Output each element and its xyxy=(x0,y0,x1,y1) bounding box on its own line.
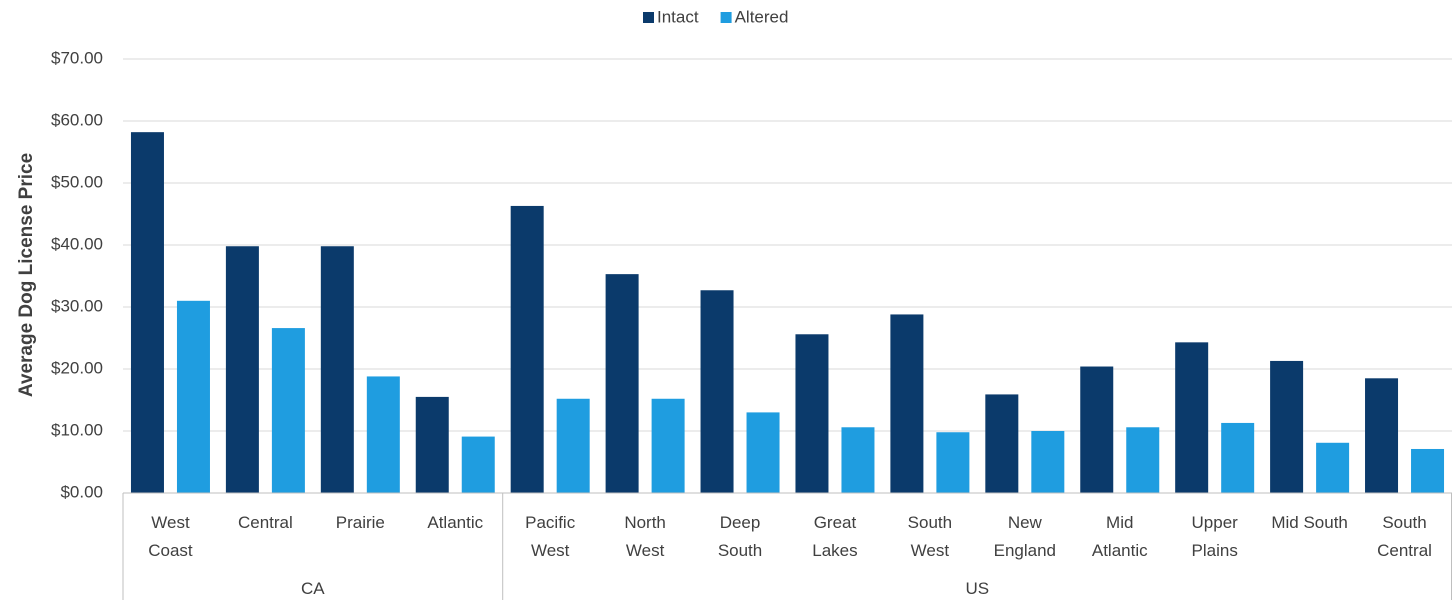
bar-intact-11 xyxy=(1175,342,1209,493)
bars xyxy=(130,132,1445,493)
bar-altered-10 xyxy=(1126,427,1160,493)
bar-intact-5 xyxy=(605,274,639,493)
bar-intact-7 xyxy=(795,334,829,493)
bar-intact-1 xyxy=(225,246,259,493)
x-category-label: Central xyxy=(1377,541,1432,560)
x-category-label: West xyxy=(531,541,570,560)
x-category-label: West xyxy=(911,541,950,560)
x-category-label: Deep xyxy=(720,513,761,532)
bar-altered-11 xyxy=(1221,422,1255,493)
bar-intact-9 xyxy=(985,394,1019,493)
x-category-label: South xyxy=(1382,513,1426,532)
y-tick-label: $0.00 xyxy=(60,482,103,501)
bar-intact-8 xyxy=(890,314,924,493)
y-tick-label: $50.00 xyxy=(51,172,103,191)
bar-altered-5 xyxy=(651,398,685,493)
legend-label-altered: Altered xyxy=(735,7,789,26)
legend: Intact Altered xyxy=(643,7,788,26)
x-group-label: CA xyxy=(301,579,325,598)
legend-swatch-altered xyxy=(720,12,732,23)
bar-altered-8 xyxy=(936,432,970,493)
x-category-label: Coast xyxy=(148,541,193,560)
bar-altered-6 xyxy=(746,412,780,493)
bar-altered-12 xyxy=(1316,442,1350,493)
x-category-label: Atlantic xyxy=(1092,541,1148,560)
x-category-label: England xyxy=(994,541,1056,560)
bar-intact-6 xyxy=(700,290,734,493)
x-category-label: Pacific xyxy=(525,513,576,532)
x-group-label: US xyxy=(966,579,990,598)
bar-intact-0 xyxy=(130,132,164,493)
bar-intact-10 xyxy=(1080,366,1114,493)
x-category-label: South xyxy=(718,541,762,560)
x-category-label: Atlantic xyxy=(427,513,483,532)
bar-altered-0 xyxy=(176,300,210,493)
y-tick-label: $40.00 xyxy=(51,234,103,253)
x-category-label: Upper xyxy=(1192,513,1239,532)
bar-intact-12 xyxy=(1270,360,1304,493)
legend-label-intact: Intact xyxy=(657,7,699,26)
bar-altered-9 xyxy=(1031,431,1065,493)
y-axis-label: Average Dog License Price xyxy=(16,153,37,397)
x-category-label: Lakes xyxy=(812,541,857,560)
bar-intact-2 xyxy=(320,246,354,493)
y-tick-label: $70.00 xyxy=(51,48,103,67)
bar-altered-1 xyxy=(271,328,305,493)
y-tick-label: $20.00 xyxy=(51,358,103,377)
bar-intact-13 xyxy=(1365,378,1399,493)
bar-altered-4 xyxy=(556,398,590,493)
x-category-label: West xyxy=(626,541,665,560)
x-category-label: South xyxy=(908,513,952,532)
legend-swatch-intact xyxy=(643,12,654,23)
bar-altered-7 xyxy=(841,427,875,493)
x-category-label: Mid xyxy=(1106,513,1133,532)
x-category-label: Great xyxy=(814,513,857,532)
y-tick-label: $60.00 xyxy=(51,110,103,129)
x-category-label: Plains xyxy=(1192,541,1238,560)
axes: $0.00 $10.00 $20.00 $30.00 $40.00 $50.00 $60.0… xyxy=(51,48,1452,600)
bar-altered-3 xyxy=(461,436,495,493)
bar-intact-3 xyxy=(415,396,449,493)
y-tick-label: $10.00 xyxy=(51,420,103,439)
x-category-label: North xyxy=(624,513,666,532)
x-category-label: West xyxy=(151,513,190,532)
bar-intact-4 xyxy=(510,205,544,493)
x-category-label: Central xyxy=(238,513,293,532)
bar-altered-13 xyxy=(1411,448,1445,493)
x-category-label: Mid South xyxy=(1271,513,1348,532)
bar-altered-2 xyxy=(366,376,400,493)
x-category-label: New xyxy=(1008,513,1043,532)
x-category-label: Prairie xyxy=(336,513,385,532)
y-tick-label: $30.00 xyxy=(51,296,103,315)
